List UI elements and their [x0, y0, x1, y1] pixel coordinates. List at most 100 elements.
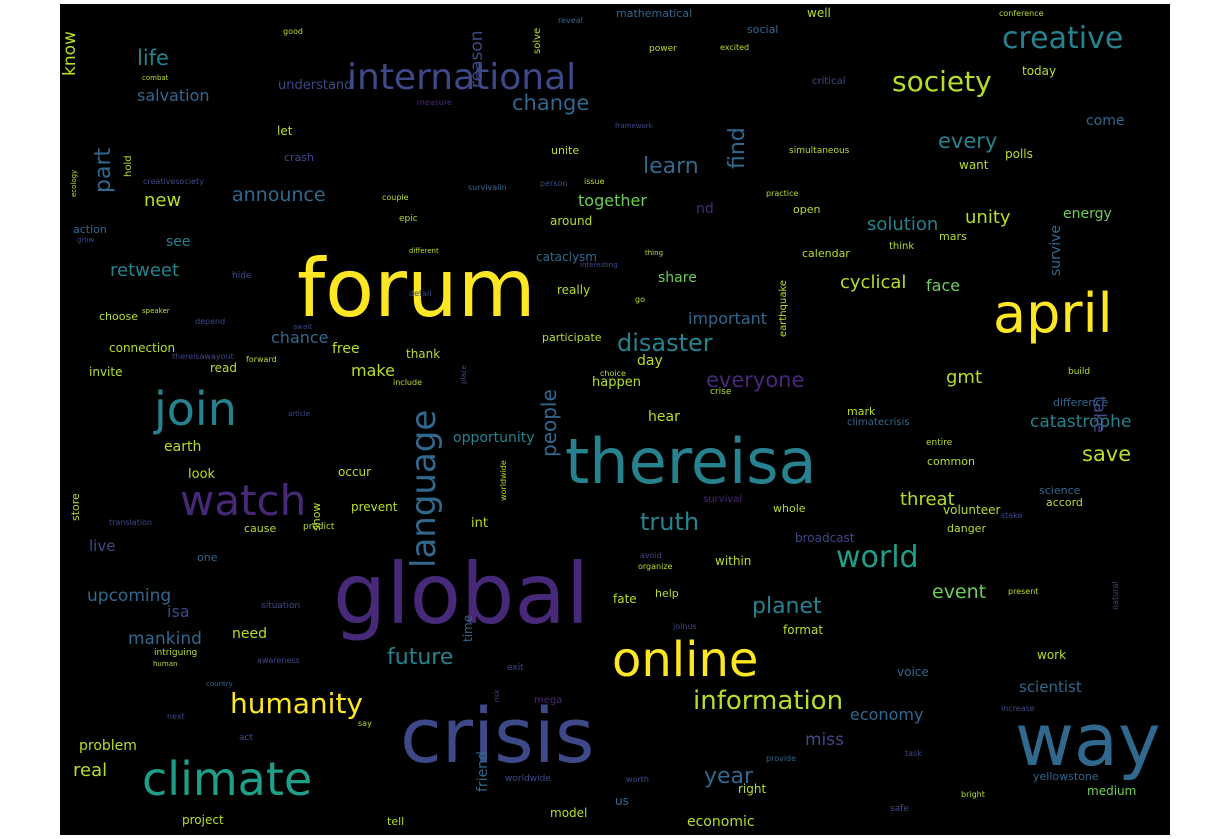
word-information: information	[693, 686, 844, 716]
word-learn: learn	[643, 154, 699, 179]
word-survival: worldwide	[499, 460, 508, 501]
word-polls: want	[959, 158, 989, 172]
word-humanity: humanity	[230, 687, 363, 720]
word-read: thank	[406, 347, 441, 361]
word-combat: measure	[417, 98, 452, 107]
word-work: format	[783, 623, 824, 637]
word-save: save	[1082, 442, 1132, 466]
word-good: reveal	[558, 16, 583, 25]
word-face: economy	[850, 705, 924, 724]
word-choice: forward	[246, 355, 277, 364]
word-interesting: thing	[645, 249, 664, 257]
word-day: free	[332, 341, 360, 357]
word-simultaneous: critical	[812, 76, 846, 87]
word-intriguing: joinus	[673, 622, 697, 631]
word-solve: mathematical	[616, 7, 693, 20]
word-format: help	[655, 587, 679, 600]
word-danger: entire	[926, 438, 953, 448]
word-year: year	[704, 764, 754, 789]
word-project: right	[738, 782, 767, 796]
word-find: find	[725, 127, 750, 169]
word-framework: simultaneous	[789, 146, 850, 156]
word-situation: natural	[1111, 581, 1120, 610]
word-april: april	[993, 282, 1113, 345]
word-really: around	[550, 214, 593, 228]
word-chance: together	[578, 191, 647, 210]
word-occur: look	[188, 467, 216, 482]
word-international: international	[347, 57, 577, 98]
word-worth: worldwide	[505, 774, 551, 784]
word-thereisa: thereisa	[565, 425, 817, 498]
word-creative: creative	[1002, 21, 1124, 56]
word-global: global	[333, 545, 590, 643]
word-article: place	[460, 365, 468, 384]
word-language[interactable]: language	[404, 409, 444, 568]
word-critical: conference	[999, 9, 1044, 18]
word-exit: awareness	[257, 656, 300, 665]
word-open: calendar	[802, 247, 850, 260]
word-await: depend	[195, 317, 226, 326]
word-salvation: salvation	[137, 86, 210, 105]
word-together: important	[688, 309, 768, 328]
word-earth: see	[166, 234, 191, 250]
word-thank: participate	[542, 331, 602, 344]
word-accord: volunteer	[943, 503, 1001, 517]
word-whole: broadcast	[795, 531, 855, 545]
word-action: hold	[123, 155, 134, 177]
word-task: provide	[766, 754, 797, 763]
word-store: predict	[303, 522, 335, 532]
word-help: fate	[613, 592, 637, 606]
word-thing: different	[409, 247, 439, 255]
word-participate: cataclysm	[536, 250, 597, 264]
word-hide: interesting	[580, 261, 618, 269]
word-crise: choice	[600, 369, 626, 378]
word-include: crise	[710, 387, 732, 397]
word-join: join	[154, 382, 237, 436]
word-earthquake: show	[310, 502, 323, 531]
word-survive: problem	[79, 738, 137, 754]
word-crisis: crisis	[400, 691, 595, 780]
word-translation: stake	[1001, 511, 1023, 520]
word-knowledge: bright	[961, 790, 985, 799]
word-say: next	[167, 712, 185, 721]
word-creativesociety: combat	[142, 74, 169, 82]
word-within: whole	[773, 502, 806, 515]
word-change: change	[512, 91, 590, 115]
word-future: future	[387, 645, 454, 670]
word-entire: build	[1068, 367, 1091, 377]
word-fate: within	[715, 554, 752, 568]
word-tell: project	[182, 813, 224, 827]
word-cause: one	[197, 551, 218, 564]
word-worldwide-2: increase	[1001, 704, 1035, 713]
word-conference: excited	[720, 43, 750, 52]
word-measure: framework	[615, 122, 653, 130]
word-invite: read	[210, 361, 238, 375]
word-practice: issue	[584, 177, 605, 186]
word-climate: climate	[142, 752, 313, 806]
word-free: energy	[1063, 206, 1112, 222]
word-bright: safe	[890, 804, 909, 814]
word-catastrophe: catastrophe	[1030, 412, 1132, 432]
word-every: every	[938, 129, 998, 153]
word-online: online	[612, 632, 759, 688]
word-model: us	[615, 794, 629, 808]
word-people: people	[537, 389, 561, 457]
word-social: share	[658, 270, 697, 286]
word-science: accord	[1046, 496, 1083, 509]
word-problem: need	[232, 626, 267, 642]
word-show: action	[73, 223, 107, 236]
word-int: prevent	[351, 500, 398, 514]
word-mega: risk	[493, 689, 501, 702]
word-part: part	[91, 147, 116, 193]
word-happen: day	[637, 353, 663, 369]
word-cataclysm: really	[557, 283, 591, 297]
word-human: intriguing	[154, 648, 198, 658]
word-voice: work	[1037, 648, 1067, 662]
word-time: friend	[475, 751, 491, 792]
word-organize: avoid	[640, 551, 662, 560]
word-make: chance	[271, 328, 329, 347]
word-new: new	[144, 190, 182, 211]
word-see: hear	[648, 409, 680, 425]
word-way: way	[1015, 698, 1161, 782]
word-forward: thereisawayout	[172, 352, 234, 361]
